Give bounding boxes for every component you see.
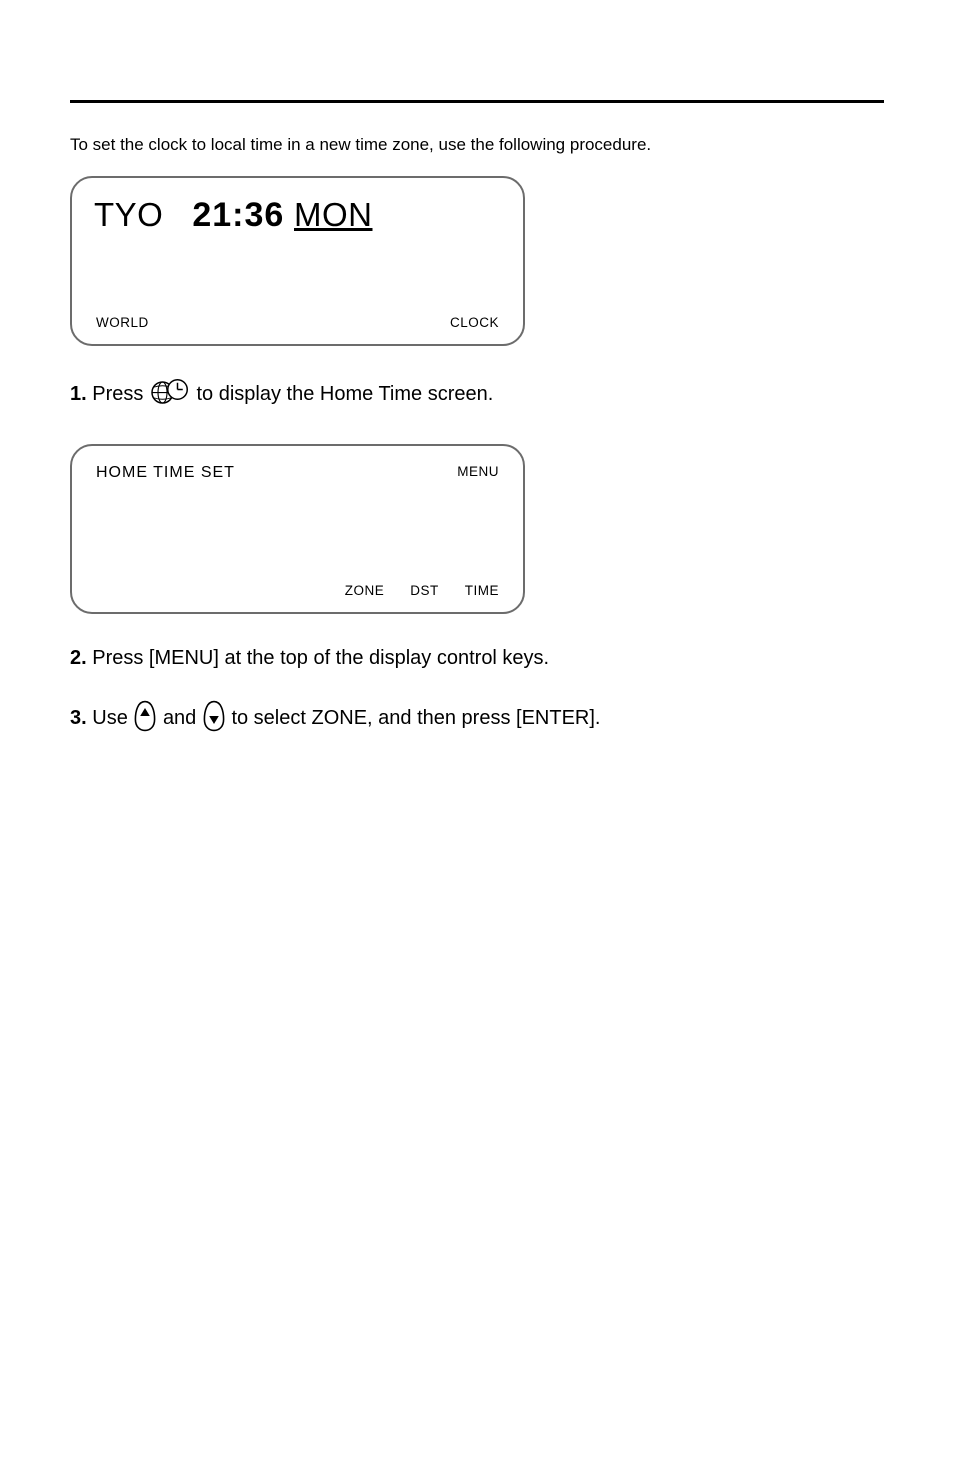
lcd-figure-1: TYO 21:36 MON WORLD CLOCK <box>70 176 884 346</box>
horizontal-rule <box>70 100 884 103</box>
step-3-number: 3. <box>70 707 87 729</box>
manual-page: To set the clock to local time in a new … <box>0 0 954 1468</box>
step-1-text-b: to display the Home Time screen. <box>197 383 494 405</box>
step-2-number: 2. <box>70 647 87 669</box>
lcd2-menu-label: MENU <box>455 464 501 479</box>
lcd-day: MON <box>294 196 373 234</box>
step-3-text-c: to select ZONE, and then press [ENTER]. <box>231 707 600 729</box>
step-3: 3. Use and to select ZONE, and then pres… <box>70 700 850 732</box>
down-arrow-button-icon <box>202 700 226 730</box>
lcd2-dst-label: DST <box>408 583 441 598</box>
lcd-city-code: TYO <box>94 196 163 234</box>
lcd-right-label: CLOCK <box>448 315 501 330</box>
step-1-number: 1. <box>70 383 87 405</box>
lcd-time: 21:36 <box>192 196 284 235</box>
step-1-text-a: Press <box>92 383 149 405</box>
lcd-figure-2: HOME TIME SET MENU ZONE DST TIME <box>70 444 884 614</box>
lcd-left-label: WORLD <box>94 315 151 330</box>
globe-clock-icon <box>149 376 191 404</box>
lcd-top-row: TYO 21:36 MON <box>94 196 501 235</box>
lcd-screen-world-clock: TYO 21:36 MON WORLD CLOCK <box>70 176 525 346</box>
intro-paragraph: To set the clock to local time in a new … <box>70 133 850 158</box>
step-3-text-a: Use <box>92 707 133 729</box>
step-3-text-b: and <box>163 707 202 729</box>
lcd-spacer2 <box>284 196 294 234</box>
lcd-screen-home-time-set: HOME TIME SET MENU ZONE DST TIME <box>70 444 525 614</box>
lcd2-bottom-row: ZONE DST TIME <box>94 583 501 598</box>
lcd2-zone-label: ZONE <box>343 583 387 598</box>
lcd-spacer <box>163 196 192 234</box>
lcd2-title: HOME TIME SET <box>94 464 237 482</box>
up-arrow-button-icon <box>133 700 157 730</box>
lcd2-time-label: TIME <box>463 583 501 598</box>
step-1: 1. Press to display the Home Time screen… <box>70 376 850 408</box>
lcd-bottom-row: WORLD CLOCK <box>94 315 501 330</box>
step-2: 2. Press [MENU] at the top of the displa… <box>70 644 850 672</box>
lcd2-top-row: HOME TIME SET MENU <box>94 464 501 482</box>
step-2-text: Press [MENU] at the top of the display c… <box>92 647 549 669</box>
